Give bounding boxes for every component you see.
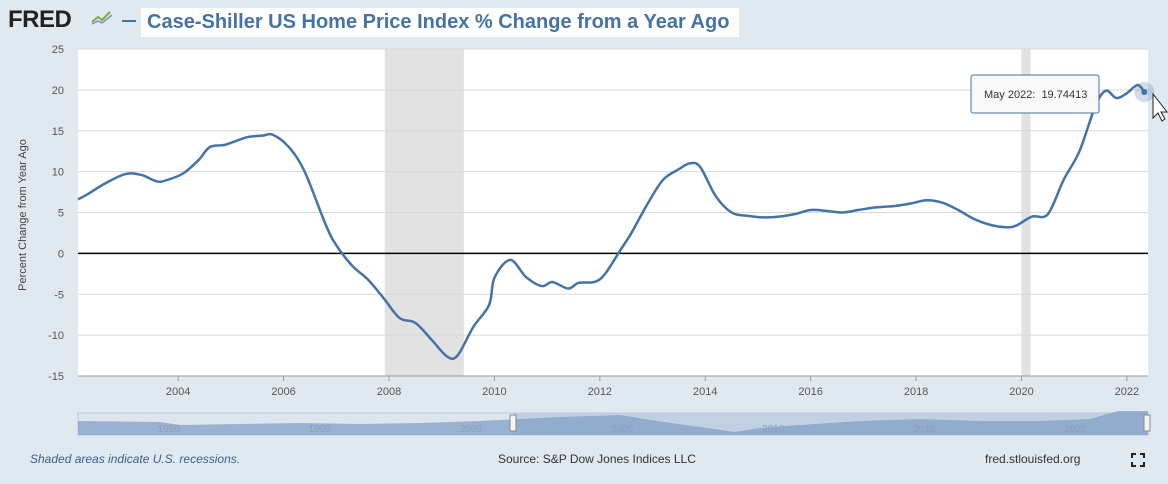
cursor-pointer-icon	[1152, 92, 1168, 122]
navigator-labels: 1990 1995 2000 2005 2010 2015 2020	[158, 424, 1087, 435]
navigator[interactable]: 1990 1995 2000 2005 2010 2015 2020	[77, 411, 1151, 436]
tooltip-text: May 2022: 19.74413	[984, 89, 1087, 101]
tooltip-date: May 2022:	[984, 89, 1035, 101]
x-tick-label: 2014	[693, 386, 717, 398]
y-tick-label: 10	[52, 167, 64, 179]
fred-logo[interactable]: FRED	[8, 6, 72, 33]
y-tick-label: 20	[52, 85, 64, 97]
navigator-series	[78, 411, 1148, 435]
tooltip-box	[970, 74, 1100, 114]
y-tick-label: -10	[48, 330, 64, 342]
fullscreen-icon[interactable]	[1131, 453, 1145, 467]
navigator-label: 2005	[611, 424, 634, 435]
y-tick-label: 5	[58, 208, 64, 220]
series-legend-marker	[122, 20, 136, 22]
x-tick-label: 2016	[798, 386, 822, 398]
recession-note: Shaded areas indicate U.S. recessions.	[30, 452, 241, 466]
y-axis-label: Percent Change from Year Ago	[17, 139, 29, 291]
x-tick-label: 2022	[1115, 386, 1139, 398]
navigator-label: 2015	[913, 424, 936, 435]
navigator-right-handle[interactable]	[1143, 414, 1151, 432]
y-tick-label: -5	[54, 289, 64, 301]
y-tick-label: 25	[52, 44, 64, 56]
x-tick-label: 2006	[271, 386, 295, 398]
site-link[interactable]: fred.stlouisfed.org	[985, 452, 1081, 466]
y-axis-ticks: 25 20 15 10 5 0 -5 -10 -15	[48, 44, 64, 383]
navigator-label: 2010	[762, 424, 785, 435]
source-text: Source: S&P Dow Jones Indices LLC	[498, 452, 696, 466]
series-line[interactable]	[77, 83, 1146, 361]
x-axis-ticks: 2004 2006 2008 2010 2012 2014 2016 2018 2020 2022	[78, 375, 1148, 398]
navigator-label: 2020	[1064, 424, 1087, 435]
header: FRED Case-Shiller US Home Price Index % …	[0, 0, 1168, 40]
tooltip-value: 19.74413	[1041, 89, 1087, 101]
navigator-left-handle[interactable]	[509, 414, 517, 432]
hover-point	[1141, 89, 1148, 96]
x-tick-label: 2008	[377, 386, 401, 398]
x-tick-label: 2010	[482, 386, 506, 398]
x-tick-label: 2012	[588, 386, 612, 398]
navigator-label: 1995	[309, 424, 332, 435]
navigator-label: 2000	[460, 424, 483, 435]
chart-title[interactable]: Case-Shiller US Home Price Index % Chang…	[141, 8, 740, 37]
y-tick-label: 15	[52, 126, 64, 138]
grid-lines	[78, 48, 1148, 377]
x-tick-label: 2004	[166, 386, 190, 398]
y-tick-label: -15	[48, 371, 64, 383]
chart-logo-icon	[90, 9, 114, 25]
navigator-label: 1990	[158, 424, 181, 435]
x-tick-label: 2018	[904, 386, 928, 398]
x-tick-label: 2020	[1009, 386, 1033, 398]
tooltip: May 2022: 19.74413	[970, 74, 1168, 122]
y-tick-label: 0	[58, 248, 64, 260]
